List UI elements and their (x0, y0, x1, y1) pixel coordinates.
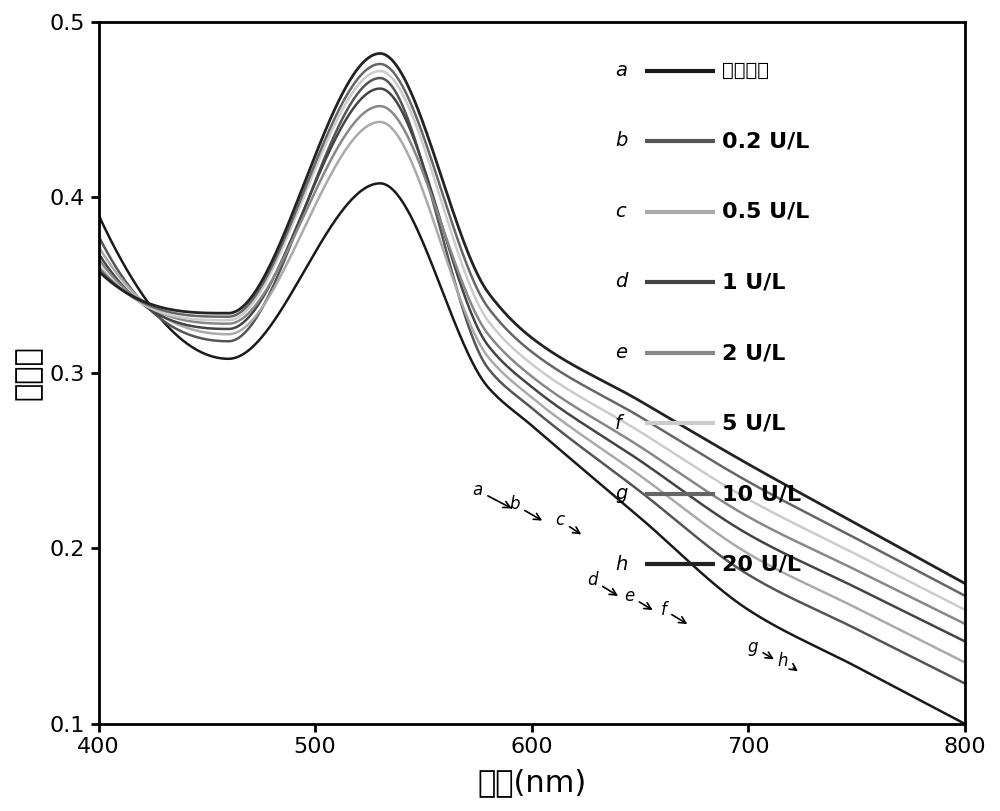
Text: d: d (615, 272, 627, 291)
X-axis label: 波长(nm): 波长(nm) (477, 768, 586, 797)
Text: c: c (615, 202, 626, 221)
Y-axis label: 吸光度: 吸光度 (14, 345, 43, 400)
Text: f: f (661, 601, 686, 623)
Text: 0.2 U/L: 0.2 U/L (722, 131, 809, 152)
Text: a: a (615, 61, 627, 79)
Text: 10 U/L: 10 U/L (722, 484, 801, 504)
Text: 1 U/L: 1 U/L (722, 272, 786, 293)
Text: 空白对照: 空白对照 (722, 61, 769, 79)
Text: g: g (615, 484, 627, 503)
Text: h: h (615, 555, 627, 573)
Text: a: a (472, 482, 510, 508)
Text: e: e (615, 343, 627, 362)
Text: b: b (509, 496, 541, 520)
Text: b: b (615, 131, 627, 150)
Text: h: h (778, 651, 796, 670)
Text: f: f (615, 414, 622, 432)
Text: 5 U/L: 5 U/L (722, 414, 785, 434)
Text: 20 U/L: 20 U/L (722, 555, 801, 575)
Text: d: d (587, 571, 617, 595)
Text: 2 U/L: 2 U/L (722, 343, 785, 363)
Text: c: c (555, 511, 580, 534)
Text: e: e (624, 586, 651, 609)
Text: 0.5 U/L: 0.5 U/L (722, 202, 809, 222)
Text: g: g (747, 637, 772, 659)
